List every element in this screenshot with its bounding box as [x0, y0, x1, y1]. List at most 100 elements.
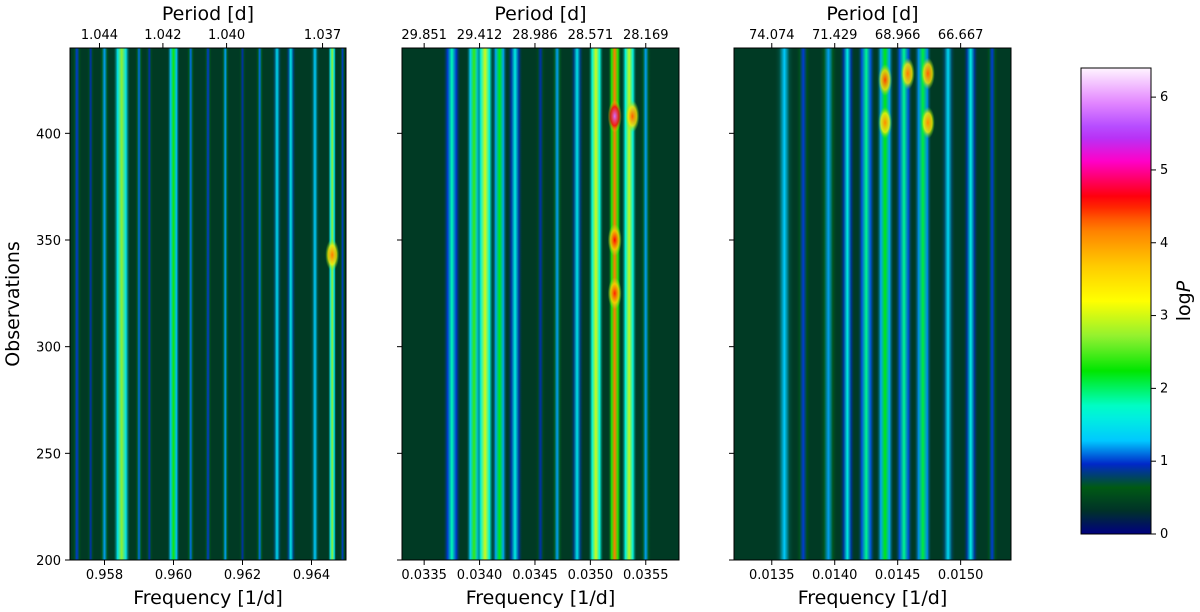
y-tick-label: 350: [36, 234, 61, 249]
heatmap-hotspot: [878, 106, 893, 139]
x-tick-label: 0.0350: [568, 568, 614, 583]
heatmap-area: [402, 48, 679, 560]
heatmap-band: [640, 48, 652, 560]
heatmap-hotspot: [900, 57, 915, 90]
y-tick-label: 300: [36, 341, 61, 356]
heatmap-band: [476, 48, 494, 560]
top-tick-label: 29.851: [401, 28, 447, 43]
heatmap-band: [795, 48, 811, 560]
colorbar-tick-label: 1: [1160, 454, 1168, 469]
y-axis-title: Observations: [2, 241, 24, 367]
top-axis-title: Period [d]: [162, 3, 254, 25]
heatmap-band: [551, 48, 563, 560]
x-axis-title: Frequency [1/d]: [466, 587, 616, 609]
top-tick-label: 74.074: [749, 28, 795, 43]
x-tick-label: 0.0150: [938, 568, 984, 583]
x-tick-label: 0.0335: [401, 568, 447, 583]
heatmap-band: [113, 48, 131, 560]
colorbar-tick-label: 4: [1160, 236, 1168, 251]
plot-frame: [733, 47, 1012, 561]
heatmap-band: [914, 48, 932, 560]
heatmap-band: [570, 48, 584, 560]
y-tick-label: 200: [36, 554, 61, 569]
top-tick-label: 29.412: [457, 28, 503, 43]
heatmap-band: [203, 48, 213, 560]
top-tick-label: 1.042: [144, 28, 181, 43]
x-tick-label: 0.962: [224, 568, 261, 583]
heatmap-panel-3: 0.0135 0.0140 0.0145 0.0150 74.074 71.429 68.9…: [729, 3, 1012, 609]
top-tick-label: 66.667: [938, 28, 984, 43]
heatmap-band: [588, 48, 604, 560]
heatmap-area: [734, 48, 1011, 560]
top-axis-title: Period [d]: [826, 3, 918, 25]
heatmap-band: [839, 48, 855, 560]
heatmap-band: [985, 48, 999, 560]
heatmap-band: [774, 48, 795, 560]
heatmap-area: [70, 48, 346, 560]
heatmap-hotspot: [325, 238, 340, 271]
top-tick-label: 71.429: [812, 28, 858, 43]
heatmap-panels: 0.958 0.960 0.962 0.964 1.044 1.042 1.040 1.037…: [2, 3, 1012, 609]
x-tick-label: 0.964: [293, 568, 330, 583]
heatmap-panel-2: 0.0335 0.0340 0.0345 0.0350 0.0355 29.851 29.4…: [397, 3, 680, 609]
top-tick-label: 28.986: [512, 28, 558, 43]
heatmap-band: [534, 48, 547, 560]
top-tick-label: 1.040: [208, 28, 245, 43]
heatmap-band: [491, 48, 508, 560]
colorbar-gradient: [1081, 68, 1151, 534]
colorbar-tick-label: 3: [1160, 309, 1168, 324]
heatmap-hotspot: [878, 64, 893, 96]
heatmap-hotspot: [607, 277, 622, 310]
heatmap-band: [963, 48, 979, 560]
colorbar-label-var: P: [1173, 280, 1195, 292]
heatmap-band: [71, 48, 83, 560]
colorbar-tick-label: 0: [1160, 527, 1168, 542]
heatmap-band: [186, 48, 195, 560]
x-tick-label: 0.960: [155, 568, 192, 583]
top-tick-label: 28.169: [623, 28, 669, 43]
colorbar-label: logP: [1173, 280, 1195, 321]
colorbar-frame: [1080, 67, 1152, 535]
plot-frame: [69, 47, 347, 561]
heatmap-hotspot: [920, 106, 935, 139]
x-axis-title: Frequency [1/d]: [133, 587, 283, 609]
x-axis-title: Frequency [1/d]: [798, 587, 948, 609]
heatmap-band: [221, 48, 230, 560]
heatmap-band: [255, 48, 264, 560]
colorbar: 0 1 2 3 4 5 6 logP: [1080, 67, 1195, 542]
heatmap-band: [876, 48, 894, 560]
heatmap-hotspot: [920, 57, 935, 90]
x-tick-label: 0.0355: [623, 568, 669, 583]
top-tick-label: 1.037: [304, 28, 341, 43]
top-tick-label: 28.571: [568, 28, 614, 43]
heatmap-hotspot: [607, 224, 622, 256]
y-tick-label: 400: [36, 127, 61, 142]
x-tick-label: 0.0345: [512, 568, 558, 583]
y-tick-label: 250: [36, 447, 61, 462]
heatmap-band: [507, 48, 523, 560]
top-tick-label: 68.966: [875, 28, 921, 43]
heatmap-panel-1: 0.958 0.960 0.962 0.964 1.044 1.042 1.040 1.037…: [2, 3, 347, 609]
heatmap-band: [328, 48, 337, 560]
heatmap-band: [309, 48, 321, 560]
heatmap-band: [819, 48, 838, 560]
heatmap-hotspot: [625, 100, 640, 133]
heatmap-band: [167, 48, 180, 560]
x-tick-label: 0.0140: [812, 568, 858, 583]
heatmap-band: [285, 48, 296, 560]
heatmap-band: [442, 48, 461, 560]
colorbar-tick-label: 5: [1160, 163, 1168, 178]
heatmap-band: [339, 48, 346, 560]
colorbar-tick-label: 2: [1160, 381, 1168, 396]
x-tick-label: 0.0145: [875, 568, 921, 583]
heatmap-band: [621, 48, 637, 560]
heatmap-band: [271, 48, 283, 560]
plot-frame: [401, 47, 680, 561]
heatmap-band: [857, 48, 876, 560]
heatmap-band: [99, 48, 110, 560]
colorbar-tick-label: 6: [1160, 90, 1168, 105]
top-axis-title: Period [d]: [494, 3, 586, 25]
x-tick-label: 0.0340: [457, 568, 503, 583]
heatmap-band: [86, 48, 95, 560]
